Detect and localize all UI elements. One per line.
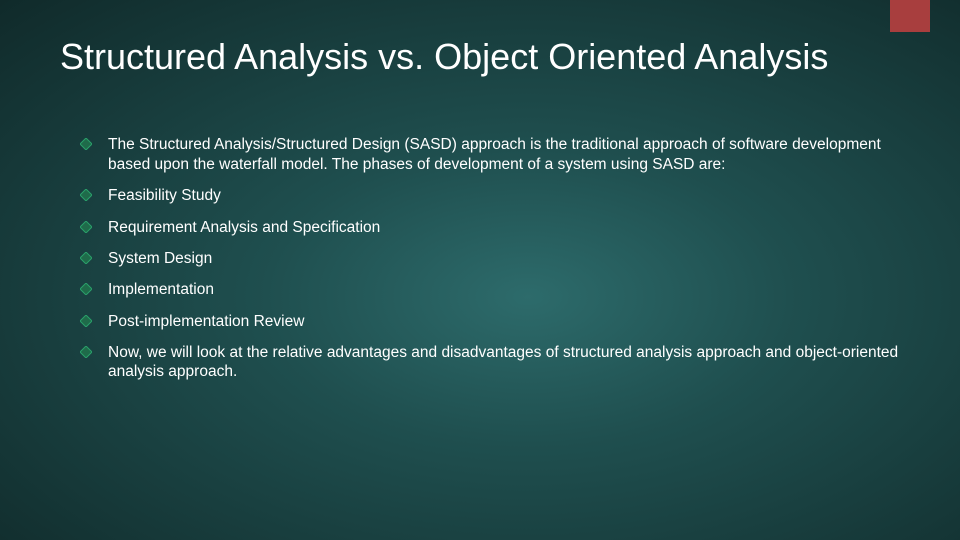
diamond-bullet-icon — [80, 221, 92, 233]
list-item: Feasibility Study — [80, 186, 900, 205]
list-item: The Structured Analysis/Structured Desig… — [80, 135, 900, 174]
bullet-text: The Structured Analysis/Structured Desig… — [108, 136, 881, 172]
diamond-bullet-icon — [80, 252, 92, 264]
accent-bar — [890, 0, 930, 32]
slide-title: Structured Analysis vs. Object Oriented … — [60, 36, 900, 77]
diamond-bullet-icon — [80, 283, 92, 295]
bullet-text: Now, we will look at the relative advant… — [108, 344, 898, 380]
list-item: System Design — [80, 249, 900, 268]
bullet-text: System Design — [108, 250, 212, 267]
list-item: Now, we will look at the relative advant… — [80, 343, 900, 382]
bullet-text: Requirement Analysis and Specification — [108, 219, 380, 236]
list-item: Requirement Analysis and Specification — [80, 218, 900, 237]
list-item: Post-implementation Review — [80, 312, 900, 331]
bullet-text: Post-implementation Review — [108, 313, 304, 330]
bullet-list: The Structured Analysis/Structured Desig… — [60, 135, 900, 381]
diamond-bullet-icon — [80, 138, 92, 150]
bullet-text: Feasibility Study — [108, 187, 221, 204]
diamond-bullet-icon — [80, 189, 92, 201]
diamond-bullet-icon — [80, 346, 92, 358]
diamond-bullet-icon — [80, 315, 92, 327]
list-item: Implementation — [80, 280, 900, 299]
bullet-text: Implementation — [108, 281, 214, 298]
slide-content: Structured Analysis vs. Object Oriented … — [0, 0, 960, 382]
